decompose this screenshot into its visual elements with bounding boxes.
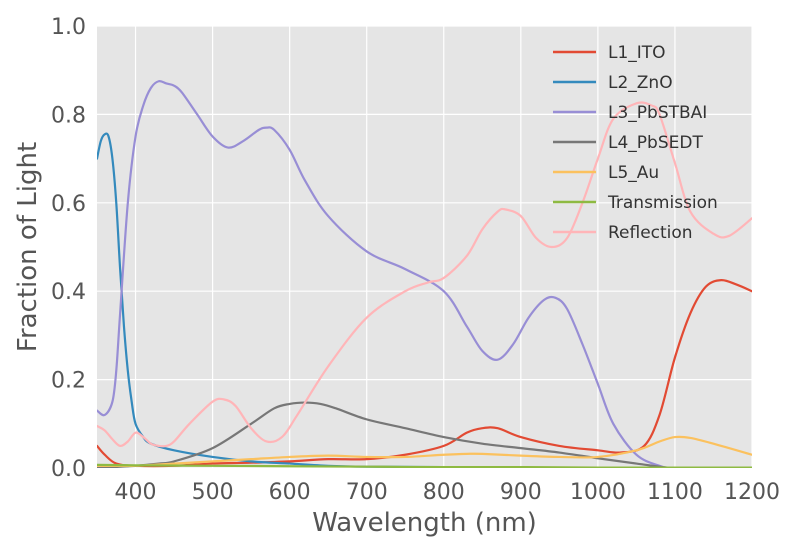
x-axis-label: Wavelength (nm) <box>312 508 537 538</box>
legend-label: L2_ZnO <box>608 73 673 93</box>
series-layer <box>97 80 752 468</box>
legend-label: L1_ITO <box>608 43 666 63</box>
y-tick-label: 0.6 <box>51 192 86 217</box>
legend-label: L4_PbSEDT <box>608 133 703 153</box>
legend-label: L3_PbSTBAI <box>608 103 707 123</box>
y-axis-ticks: 0.0 0.2 0.4 0.6 0.8 1.0 <box>51 15 86 482</box>
series-line-l5-au <box>97 435 752 468</box>
series-line-reflection <box>97 101 752 448</box>
x-tick-label: 1200 <box>724 480 780 505</box>
y-tick-label: 0.0 <box>51 457 86 482</box>
x-tick-label: 600 <box>269 480 311 505</box>
plot-background <box>97 26 752 468</box>
series-line-transmission <box>97 463 752 468</box>
x-axis-ticks: 400 500 600 700 800 900 1000 1100 1200 <box>115 480 780 505</box>
legend: L1_ITO L2_ZnO L3_PbSTBAI L4_PbSEDT L5_Au Tran… <box>553 43 718 243</box>
x-tick-label: 800 <box>423 480 465 505</box>
legend-label: Transmission <box>607 193 718 213</box>
x-tick-label: 900 <box>500 480 542 505</box>
y-tick-label: 0.8 <box>51 103 86 128</box>
x-tick-label: 1000 <box>570 480 626 505</box>
y-tick-label: 0.4 <box>51 280 86 305</box>
y-axis-label: Fraction of Light <box>13 142 43 352</box>
y-tick-label: 1.0 <box>51 15 86 40</box>
series-line-l3-pbstbai <box>97 80 752 468</box>
x-tick-label: 700 <box>346 480 388 505</box>
x-tick-label: 500 <box>192 480 234 505</box>
legend-label: Reflection <box>608 223 693 243</box>
series-line-l4-pbsedt <box>97 401 752 468</box>
x-tick-label: 400 <box>115 480 157 505</box>
y-tick-label: 0.2 <box>51 369 86 394</box>
x-tick-label: 1100 <box>647 480 703 505</box>
legend-label: L5_Au <box>608 163 659 183</box>
